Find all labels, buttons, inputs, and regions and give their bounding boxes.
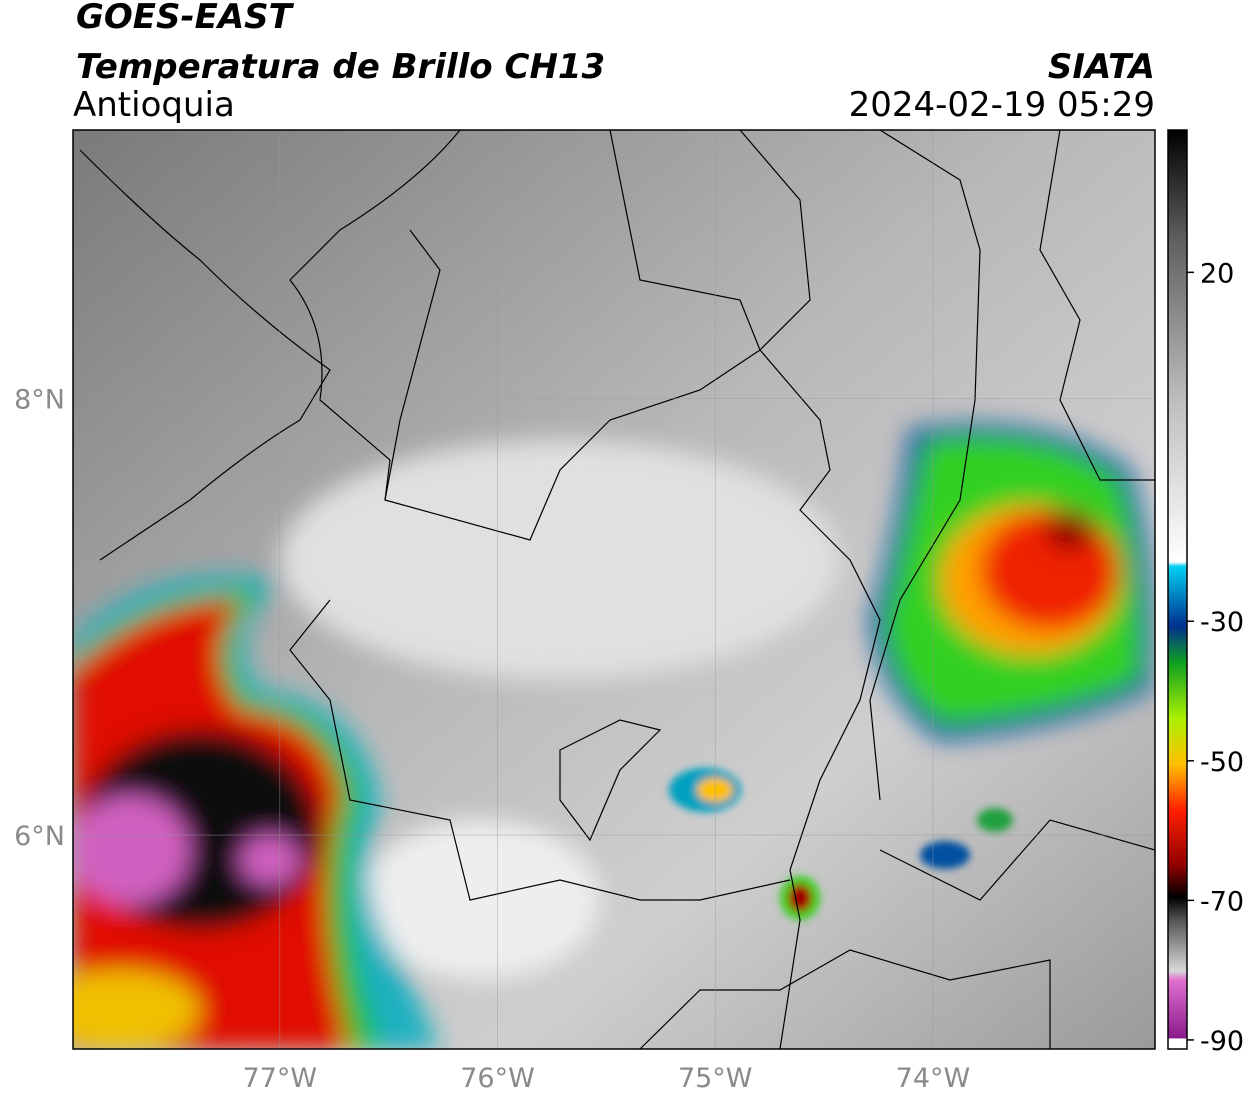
colorbar-tick-label: -90 [1200, 1026, 1244, 1057]
subtitle: Temperatura de Brillo CH13 [76, 47, 605, 87]
x-tick-label: 76°W [460, 1063, 535, 1094]
colorbar [1167, 129, 1188, 1050]
map-frame [72, 129, 1156, 1050]
datetime: 2024-02-19 05:29 [849, 85, 1155, 125]
y-tick-label: 6°N [14, 821, 65, 852]
imagery [73, 130, 1155, 1049]
x-tick-label: 74°W [896, 1063, 971, 1094]
colorbar-tick-label: -30 [1200, 607, 1244, 638]
x-tick-label: 75°W [678, 1063, 753, 1094]
source: SIATA [1048, 47, 1155, 87]
colorbar-tick-label: -70 [1200, 886, 1244, 917]
region: Antioquia [73, 85, 235, 125]
colorbar-tick-label: 20 [1200, 258, 1234, 289]
colorbar-tick-label: -50 [1200, 747, 1244, 778]
grid [73, 130, 1155, 1049]
title: GOES-EAST [76, 0, 295, 37]
x-tick-label: 77°W [243, 1063, 318, 1094]
y-tick-label: 8°N [14, 384, 65, 415]
